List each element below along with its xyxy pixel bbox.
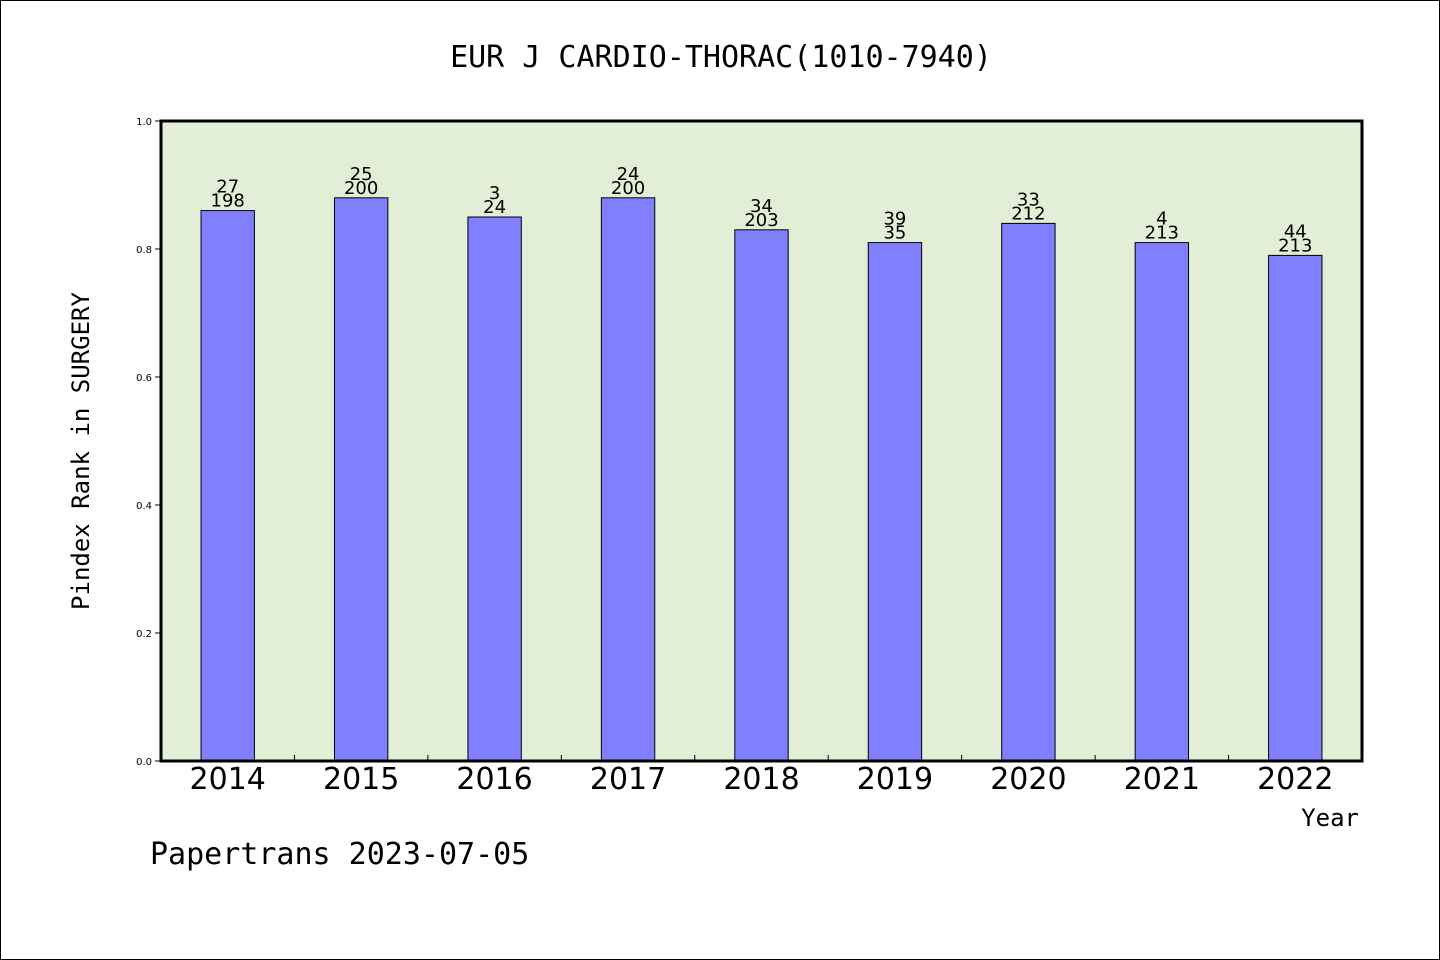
- bar: [467, 216, 522, 762]
- data-label-lower: 35: [883, 223, 906, 244]
- x-tick-label: 2022: [1257, 762, 1333, 797]
- data-label-upper: 27: [216, 177, 239, 198]
- x-tick-label: 2019: [857, 762, 933, 797]
- footer-credit: Papertrans 2023-07-05: [150, 837, 529, 872]
- y-tick-label: 0.8: [136, 245, 152, 256]
- x-axis: 2014 2015 2016 2017 2018 2019 2020 2021 2022: [190, 755, 1333, 797]
- data-label-lower: 198: [211, 191, 245, 212]
- y-tick-label: 1.0: [136, 117, 152, 128]
- data-label-upper: 33: [1017, 189, 1040, 210]
- bar: [734, 229, 789, 762]
- bar: [1001, 222, 1056, 762]
- data-label-lower: 24: [483, 197, 506, 218]
- bar: [600, 197, 656, 762]
- data-label-upper: 39: [883, 209, 906, 230]
- x-tick-label: 2015: [323, 762, 399, 797]
- data-label-lower: 213: [1145, 223, 1179, 244]
- x-tick-label: 2014: [190, 762, 266, 797]
- data-label-upper: 24: [617, 164, 640, 185]
- bar: [1134, 242, 1190, 762]
- data-label-lower: 212: [1011, 203, 1045, 224]
- plot-border: [159, 119, 1364, 763]
- data-label-upper: 44: [1284, 221, 1307, 242]
- x-tick-label: 2020: [990, 762, 1066, 797]
- data-label-upper: 3: [489, 183, 500, 204]
- data-label-lower: 203: [744, 210, 778, 231]
- bar-series: [200, 197, 1323, 762]
- y-tick-label: 0.6: [136, 373, 152, 384]
- data-label-upper: 4: [1156, 209, 1167, 230]
- y-axis: 0.0 0.2 0.4 0.6 0.8 1.0: [136, 117, 161, 768]
- bar: [1268, 254, 1323, 762]
- data-label-lower: 200: [611, 178, 645, 199]
- x-axis-label: Year: [1301, 804, 1359, 832]
- x-tick-label: 2018: [723, 762, 799, 797]
- bar: [867, 242, 923, 762]
- y-tick-label: 0.4: [136, 501, 152, 512]
- x-tick-label: 2021: [1124, 762, 1200, 797]
- bar: [200, 210, 255, 762]
- y-tick-label: 0.2: [136, 629, 152, 640]
- x-tick-label: 2017: [590, 762, 666, 797]
- y-tick-label: 0.0: [136, 757, 152, 768]
- y-axis-label: Pindex Rank in SURGERY: [67, 292, 95, 610]
- data-label-lower: 200: [344, 178, 378, 199]
- bar: [333, 197, 389, 762]
- x-tick-label: 2016: [456, 762, 532, 797]
- data-label-lower: 213: [1278, 235, 1312, 256]
- data-label-upper: 25: [350, 164, 373, 185]
- chart-title: EUR J CARDIO-THORAC(1010-7940): [450, 40, 992, 75]
- data-label-upper: 34: [750, 196, 773, 217]
